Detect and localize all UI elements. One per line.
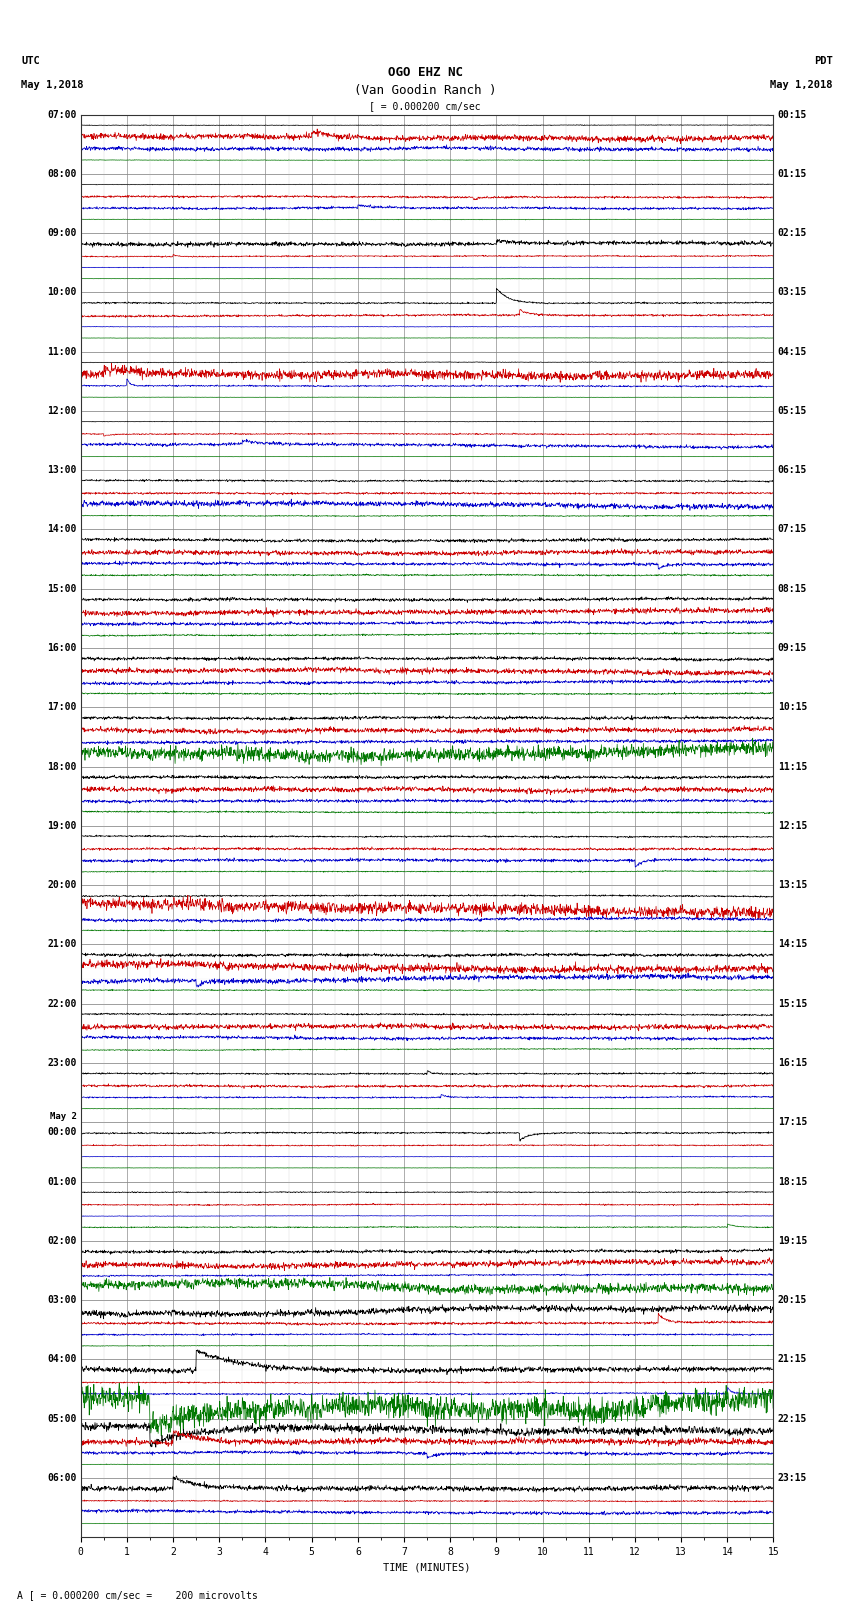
Text: 13:15: 13:15 bbox=[778, 881, 807, 890]
Text: 14:15: 14:15 bbox=[778, 939, 807, 950]
Text: 21:15: 21:15 bbox=[778, 1355, 807, 1365]
Text: 00:00: 00:00 bbox=[47, 1127, 76, 1137]
Text: 07:00: 07:00 bbox=[47, 110, 76, 119]
Text: 08:00: 08:00 bbox=[47, 169, 76, 179]
Text: 10:15: 10:15 bbox=[778, 702, 807, 713]
Text: 16:00: 16:00 bbox=[47, 644, 76, 653]
Text: (Van Goodin Ranch ): (Van Goodin Ranch ) bbox=[354, 84, 496, 97]
Text: 07:15: 07:15 bbox=[778, 524, 807, 534]
Text: May 1,2018: May 1,2018 bbox=[21, 81, 84, 90]
Text: 23:15: 23:15 bbox=[778, 1473, 807, 1482]
Text: 16:15: 16:15 bbox=[778, 1058, 807, 1068]
Text: 21:00: 21:00 bbox=[47, 939, 76, 950]
X-axis label: TIME (MINUTES): TIME (MINUTES) bbox=[383, 1563, 471, 1573]
Text: 23:00: 23:00 bbox=[47, 1058, 76, 1068]
Text: 05:15: 05:15 bbox=[778, 406, 807, 416]
Text: 02:00: 02:00 bbox=[47, 1236, 76, 1245]
Text: 06:00: 06:00 bbox=[47, 1473, 76, 1482]
Text: 22:00: 22:00 bbox=[47, 998, 76, 1008]
Text: PDT: PDT bbox=[814, 56, 833, 66]
Text: 09:00: 09:00 bbox=[47, 227, 76, 239]
Text: 19:00: 19:00 bbox=[47, 821, 76, 831]
Text: May 1,2018: May 1,2018 bbox=[770, 81, 833, 90]
Text: 02:15: 02:15 bbox=[778, 227, 807, 239]
Text: 20:15: 20:15 bbox=[778, 1295, 807, 1305]
Text: 09:15: 09:15 bbox=[778, 644, 807, 653]
Text: 01:00: 01:00 bbox=[47, 1176, 76, 1187]
Text: OGO EHZ NC: OGO EHZ NC bbox=[388, 66, 462, 79]
Text: 11:00: 11:00 bbox=[47, 347, 76, 356]
Text: 15:00: 15:00 bbox=[47, 584, 76, 594]
Text: 17:00: 17:00 bbox=[47, 702, 76, 713]
Text: 19:15: 19:15 bbox=[778, 1236, 807, 1245]
Text: 12:00: 12:00 bbox=[47, 406, 76, 416]
Text: 17:15: 17:15 bbox=[778, 1118, 807, 1127]
Text: 11:15: 11:15 bbox=[778, 761, 807, 771]
Text: UTC: UTC bbox=[21, 56, 40, 66]
Text: 18:15: 18:15 bbox=[778, 1176, 807, 1187]
Text: A [ = 0.000200 cm/sec =    200 microvolts: A [ = 0.000200 cm/sec = 200 microvolts bbox=[17, 1590, 258, 1600]
Text: 04:15: 04:15 bbox=[778, 347, 807, 356]
Text: 03:15: 03:15 bbox=[778, 287, 807, 297]
Text: 00:15: 00:15 bbox=[778, 110, 807, 119]
Text: May 2: May 2 bbox=[49, 1111, 76, 1121]
Text: 08:15: 08:15 bbox=[778, 584, 807, 594]
Text: 12:15: 12:15 bbox=[778, 821, 807, 831]
Text: 14:00: 14:00 bbox=[47, 524, 76, 534]
Text: 13:00: 13:00 bbox=[47, 465, 76, 476]
Text: 15:15: 15:15 bbox=[778, 998, 807, 1008]
Text: 20:00: 20:00 bbox=[47, 881, 76, 890]
Text: 10:00: 10:00 bbox=[47, 287, 76, 297]
Text: 03:00: 03:00 bbox=[47, 1295, 76, 1305]
Text: 18:00: 18:00 bbox=[47, 761, 76, 771]
Text: 22:15: 22:15 bbox=[778, 1413, 807, 1424]
Text: 01:15: 01:15 bbox=[778, 169, 807, 179]
Text: [ = 0.000200 cm/sec: [ = 0.000200 cm/sec bbox=[369, 102, 481, 111]
Text: 06:15: 06:15 bbox=[778, 465, 807, 476]
Text: 05:00: 05:00 bbox=[47, 1413, 76, 1424]
Text: 04:00: 04:00 bbox=[47, 1355, 76, 1365]
